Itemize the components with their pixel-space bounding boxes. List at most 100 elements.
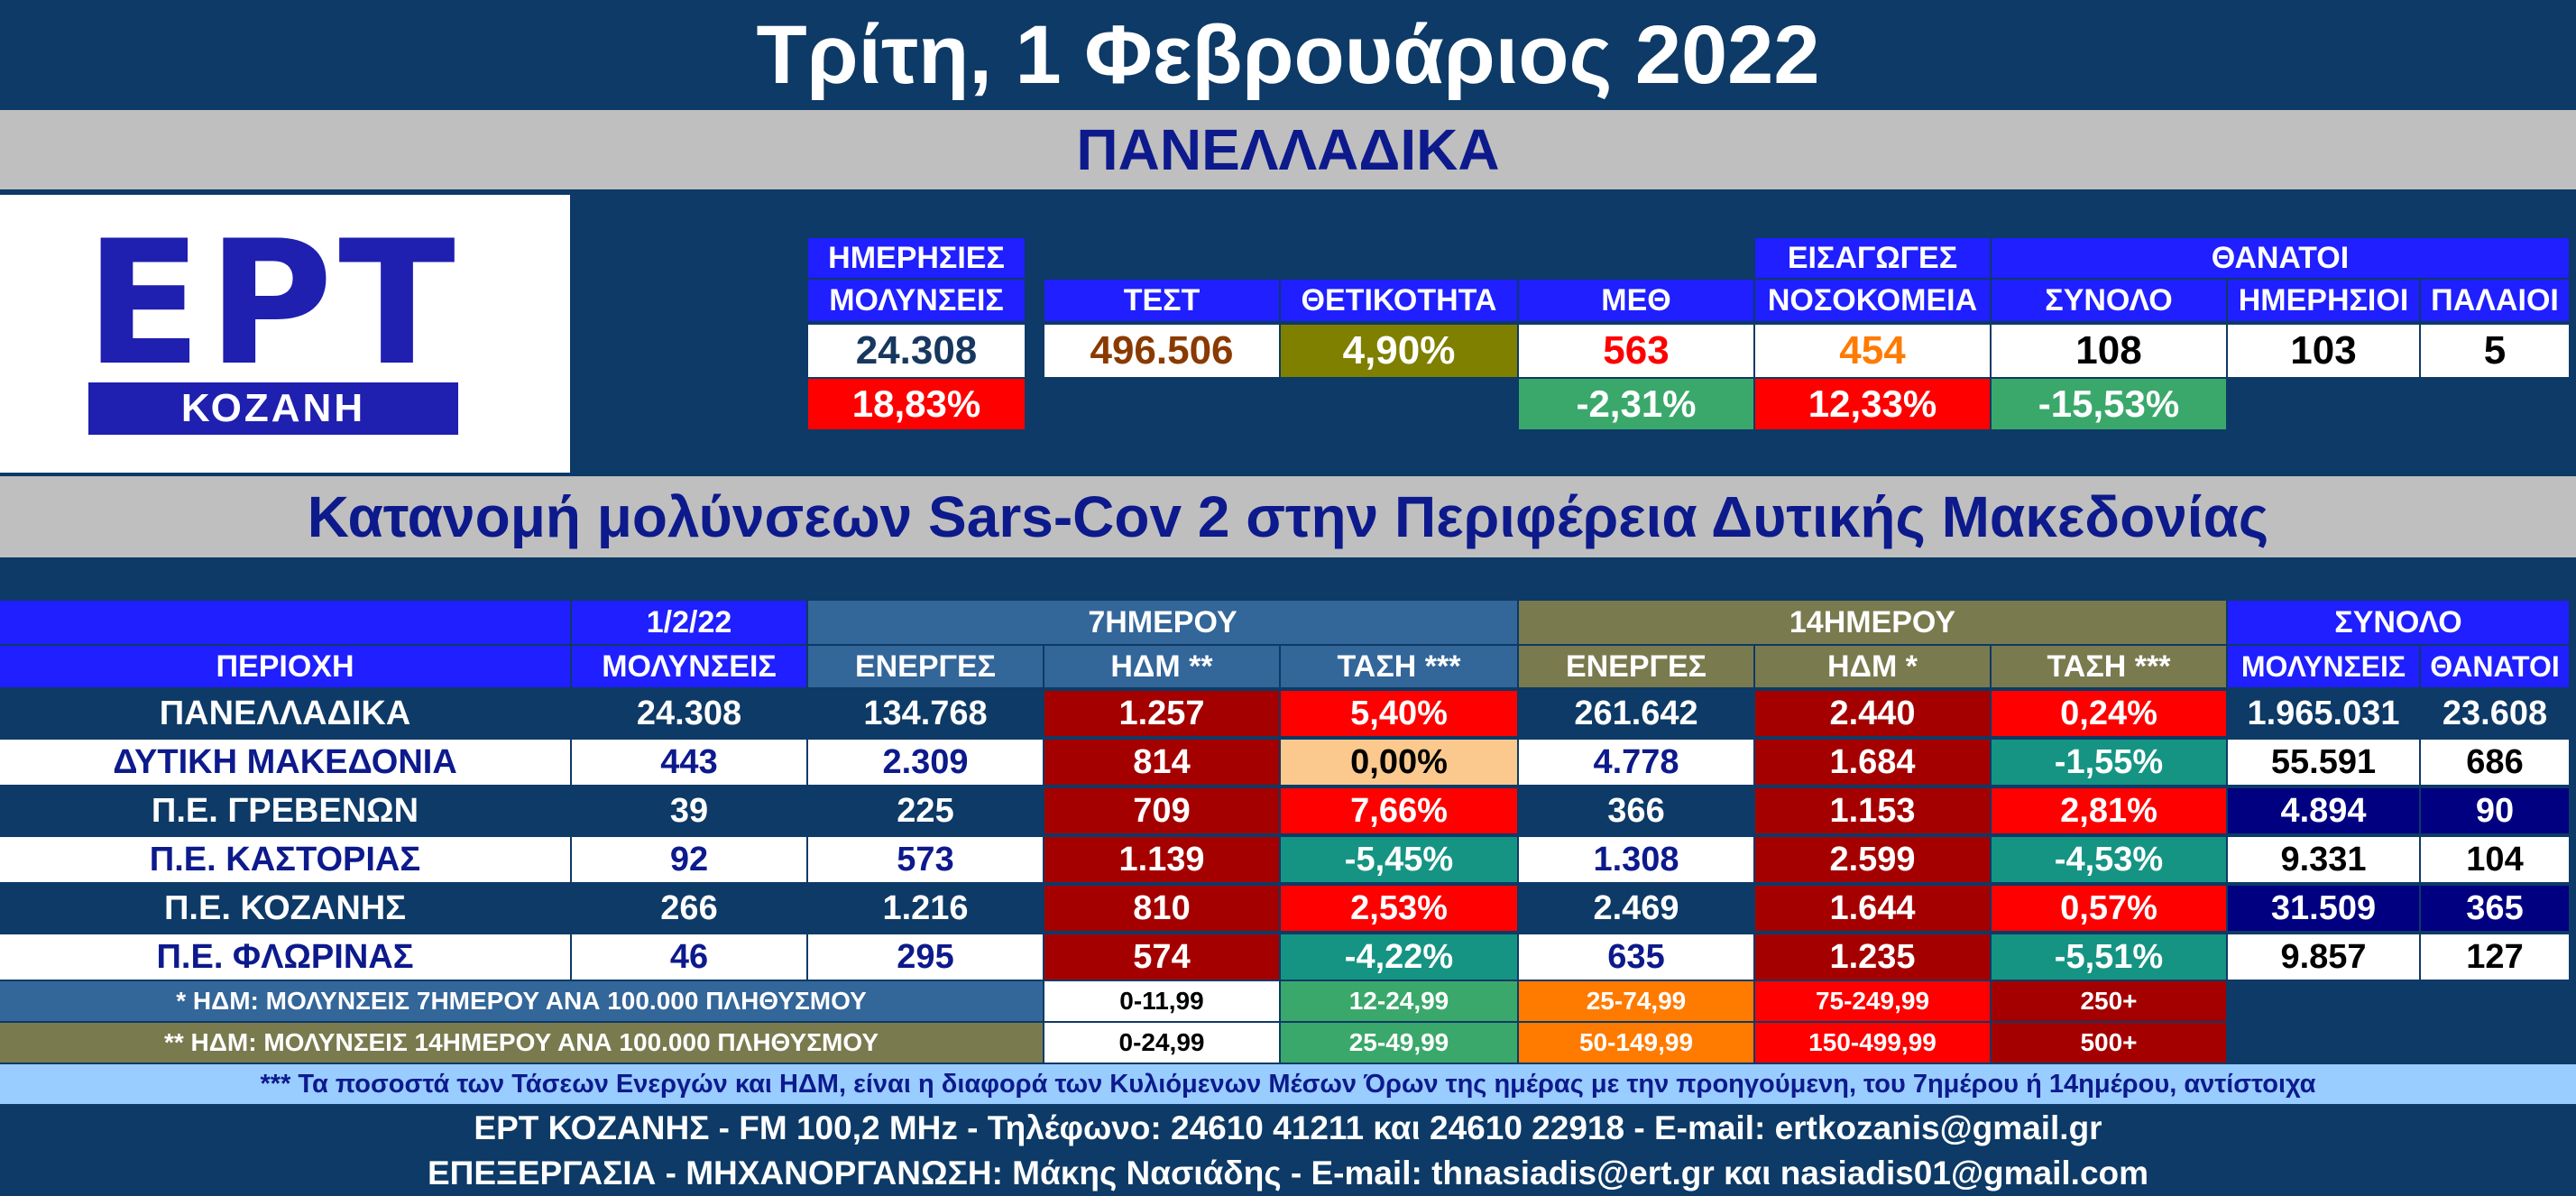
row-area: Π.Ε. ΦΛΩΡΙΝΑΣ [0, 934, 570, 980]
row-hdm7: 810 [1044, 886, 1279, 931]
row-total-cases: 4.894 [2228, 788, 2419, 833]
hdr-daily-cases-2: ΜΟΛΥΝΣΕΙΣ [808, 280, 1025, 321]
row-trend14: -4,53% [1992, 837, 2226, 882]
row-total-deaths: 127 [2421, 934, 2569, 980]
row-trend7: 0,00% [1281, 740, 1517, 785]
val-admissions: 454 [1755, 325, 1990, 377]
row-trend14: 2,81% [1992, 788, 2226, 833]
row-cases: 266 [572, 886, 806, 931]
legend14-label: ** ΗΔΜ: ΜΟΛΥΝΣΕΙΣ 14ΗΜΕΡΟΥ ΑΝΑ 100.000 Π… [0, 1023, 1043, 1063]
row-hdm7: 709 [1044, 788, 1279, 833]
chg-deaths-total: -15,53% [1992, 379, 2226, 429]
row-trend7: 5,40% [1281, 691, 1517, 736]
row-trend14: 0,57% [1992, 886, 2226, 931]
row-area: Π.Ε. ΚΑΣΤΟΡΙΑΣ [0, 837, 570, 882]
row-hdm14: 1.235 [1755, 934, 1990, 980]
val-tests: 496.506 [1044, 325, 1279, 377]
row-trend7: 2,53% [1281, 886, 1517, 931]
row-active14: 4.778 [1519, 740, 1753, 785]
row-cases: 443 [572, 740, 806, 785]
row-cases: 92 [572, 837, 806, 882]
row-total-deaths: 365 [2421, 886, 2569, 931]
row-active14: 635 [1519, 934, 1753, 980]
row-total-deaths: 104 [2421, 837, 2569, 882]
legend14-range-4: 150-499,99 [1755, 1023, 1990, 1063]
th-group-total: ΣΥΝΟΛΟ [2228, 601, 2569, 644]
legend14-range-3: 50-149,99 [1519, 1023, 1753, 1063]
row-hdm14: 2.440 [1755, 691, 1990, 736]
row-hdm7: 814 [1044, 740, 1279, 785]
row-area: ΔΥΤΙΚΗ ΜΑΚΕΔΟΝΙΑ [0, 740, 570, 785]
val-daily-cases: 24.308 [808, 325, 1025, 377]
row-trend7: -4,22% [1281, 934, 1517, 980]
hdr-icu: ΜΕΘ [1519, 280, 1753, 321]
row-area: ΠΑΝΕΛΛΑΔΙΚΑ [0, 691, 570, 736]
row-hdm7: 1.139 [1044, 837, 1279, 882]
row-area: Π.Ε. ΓΡΕΒΕΝΩΝ [0, 788, 570, 833]
legend14-range-1: 0-24,99 [1044, 1023, 1279, 1063]
val-positivity: 4,90% [1281, 325, 1517, 377]
row-trend14: -5,51% [1992, 934, 2226, 980]
th-area: ΠΕΡΙΟΧΗ [0, 646, 570, 687]
row-area: Π.Ε. ΚΟΖΑΝΗΣ [0, 886, 570, 931]
row-active14: 2.469 [1519, 886, 1753, 931]
th-total-deaths: ΘΑΝΑΤΟΙ [2421, 646, 2569, 687]
legend7-range-3: 25-74,99 [1519, 981, 1753, 1021]
th-active14: ΕΝΕΡΓΕΣ [1519, 646, 1753, 687]
hdr-tests: ΤΕΣΤ [1044, 280, 1279, 321]
row-cases: 24.308 [572, 691, 806, 736]
th-group14: 14ΗΜΕΡΟΥ [1519, 601, 2226, 644]
val-icu: 563 [1519, 325, 1753, 377]
th-active7: ΕΝΕΡΓΕΣ [808, 646, 1043, 687]
th-area-top [0, 601, 570, 644]
row-active14: 366 [1519, 788, 1753, 833]
legend7-range-4: 75-249,99 [1755, 981, 1990, 1021]
hdr-deaths-old: ΠΑΛΑΙΟΙ [2421, 280, 2569, 321]
val-deaths-daily: 103 [2228, 325, 2419, 377]
row-total-deaths: 23.608 [2421, 691, 2569, 736]
legend14-range-5: 500+ [1992, 1023, 2226, 1063]
th-date: 1/2/22 [572, 601, 806, 644]
val-deaths-total: 108 [1992, 325, 2226, 377]
ert-logo: ΕΡΤ ΚΟΖΑΝΗ [0, 195, 570, 473]
row-active7: 295 [808, 934, 1043, 980]
legend7-label: * ΗΔΜ: ΜΟΛΥΝΣΕΙΣ 7ΗΜΕΡΟΥ ΑΝΑ 100.000 ΠΛΗ… [0, 981, 1043, 1021]
hdr-deaths-group: ΘΑΝΑΤΟΙ [1992, 238, 2569, 278]
row-active14: 261.642 [1519, 691, 1753, 736]
th-trend14: ΤΑΣΗ *** [1992, 646, 2226, 687]
th-hdm7: ΗΔΜ ** [1044, 646, 1279, 687]
section-national-title: ΠΑΝΕΛΛΑΔΙΚΑ [0, 110, 2576, 189]
row-trend14: 0,24% [1992, 691, 2226, 736]
hdr-admissions-1: ΕΙΣΑΓΩΓΕΣ [1755, 238, 1990, 278]
footer-credits: ΕΠΕΞΕΡΓΑΣΙΑ - ΜΗΧΑΝΟΡΓΑΝΩΣΗ: Μάκης Νασιά… [427, 1155, 2149, 1191]
row-hdm7: 1.257 [1044, 691, 1279, 736]
row-active7: 2.309 [808, 740, 1043, 785]
hdr-positivity: ΘΕΤΙΚΟΤΗΤΑ [1281, 280, 1517, 321]
row-hdm14: 1.684 [1755, 740, 1990, 785]
date-title: Τρίτη, 1 Φεβρουάριος 2022 [756, 8, 1820, 101]
chg-icu: -2,31% [1519, 379, 1753, 429]
footer-contact: ΕΡΤ ΚΟΖΑΝΗΣ - FM 100,2 MHz - Τηλέφωνο: 2… [474, 1109, 2102, 1146]
logo-sub-text: ΚΟΖΑΝΗ [88, 382, 458, 435]
legend7-range-2: 12-24,99 [1281, 981, 1517, 1021]
row-total-cases: 31.509 [2228, 886, 2419, 931]
hdr-deaths-daily: ΗΜΕΡΗΣΙΟΙ [2228, 280, 2419, 321]
row-cases: 46 [572, 934, 806, 980]
row-trend14: -1,55% [1992, 740, 2226, 785]
logo-main-text: ΕΡΤ [86, 231, 460, 375]
hdr-daily-cases-1: ΗΜΕΡΗΣΙΕΣ [808, 238, 1025, 278]
row-trend7: -5,45% [1281, 837, 1517, 882]
th-hdm14: ΗΔΜ * [1755, 646, 1990, 687]
chg-admissions: 12,33% [1755, 379, 1990, 429]
val-deaths-old: 5 [2421, 325, 2569, 377]
row-active7: 573 [808, 837, 1043, 882]
hdr-admissions-2: ΝΟΣΟΚΟΜΕΙΑ [1755, 280, 1990, 321]
th-total-cases: ΜΟΛΥΝΣΕΙΣ [2228, 646, 2419, 687]
row-hdm14: 2.599 [1755, 837, 1990, 882]
th-trend7: ΤΑΣΗ *** [1281, 646, 1517, 687]
row-hdm14: 1.153 [1755, 788, 1990, 833]
row-hdm7: 574 [1044, 934, 1279, 980]
row-active14: 1.308 [1519, 837, 1753, 882]
chg-daily-cases: 18,83% [808, 379, 1025, 429]
footnote: *** Τα ποσοστά των Τάσεων Ενεργών και ΗΔ… [0, 1064, 2576, 1104]
